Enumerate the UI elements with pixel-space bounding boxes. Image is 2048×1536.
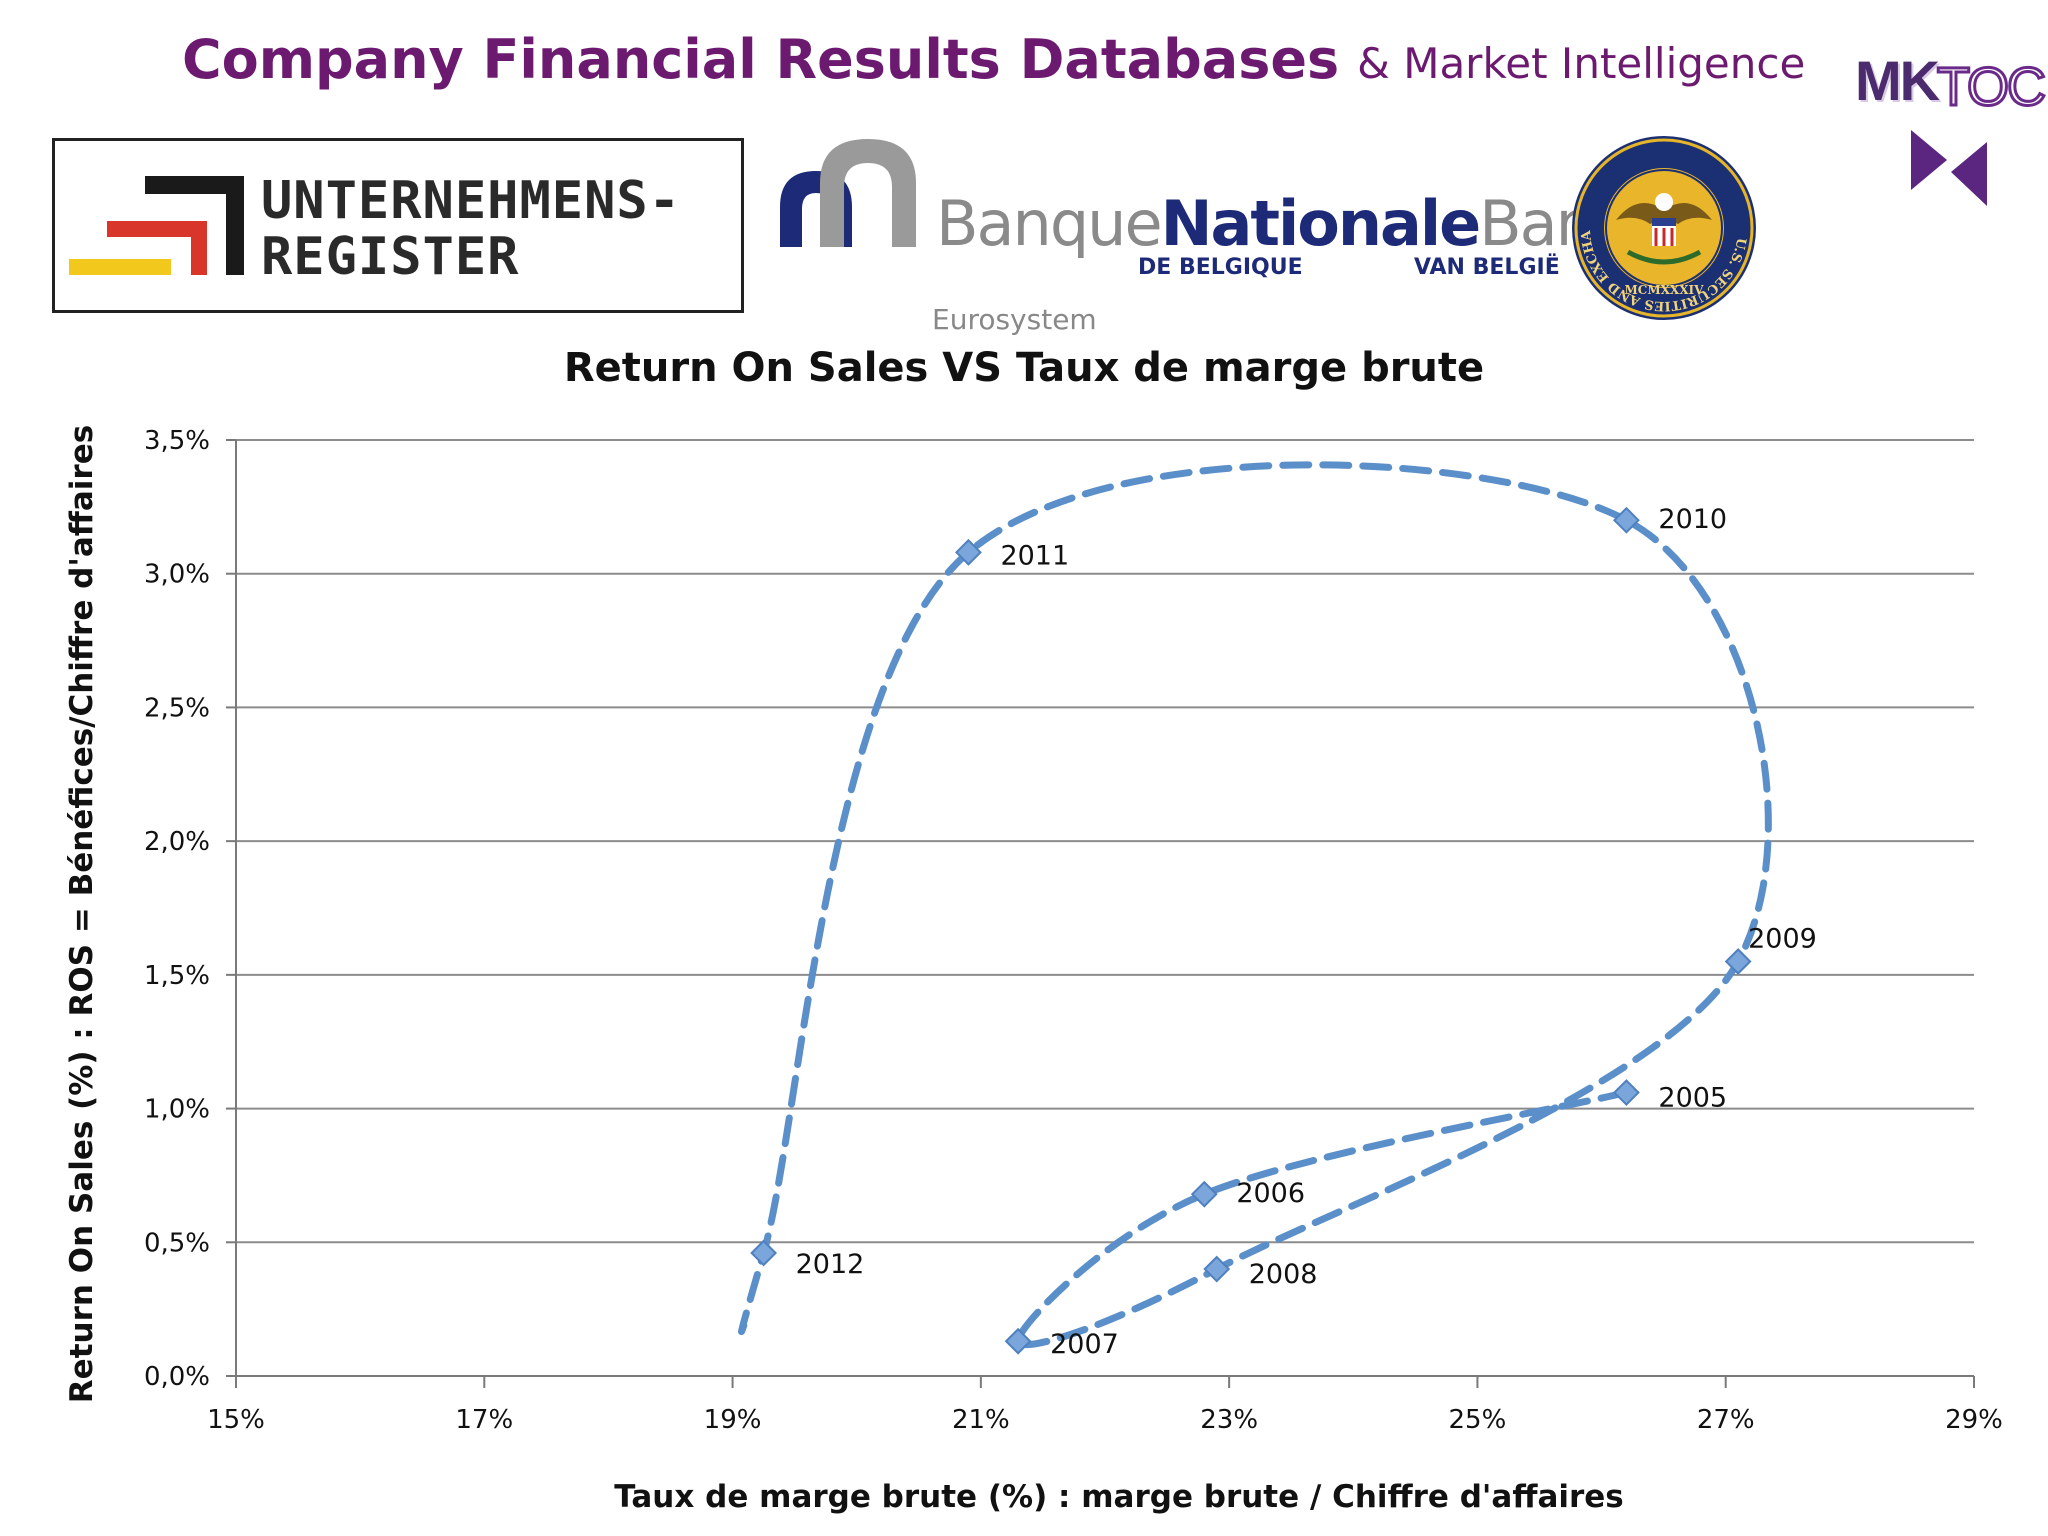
page-header: Company Financial Results Databases & Ma… [182,28,1805,108]
x-tick-label: 19% [704,1405,762,1435]
data-point-marker [1724,948,1752,975]
data-point-marker [1190,1180,1218,1208]
data-point-label: 2011 [1000,540,1069,571]
unternehmensregister-logo: UNTERNEHMENS- REGISTER [52,138,744,313]
y-axis-label: Return On Sales (%) : ROS = Bénéfices/Ch… [64,425,100,1403]
data-point-marker [1004,1327,1032,1355]
unternehmensregister-wordmark: UNTERNEHMENS- REGISTER [261,173,681,285]
register-emblem-icon [69,176,244,275]
data-point-label: 2006 [1236,1178,1305,1209]
mktoc-logo: MK TOC [1855,48,2048,218]
chart-series [737,461,1772,1349]
x-tick-label: 21% [952,1405,1010,1435]
unternehmensregister-line1: UNTERNEHMENS- [261,171,681,231]
chart-title: Return On Sales VS Taux de marge brute [563,345,1485,391]
chart-axes: 0,0% 0,5% 1,0% 1,5% 2,0% 2,5% 3,0% 3,5% 15% 17% 19… [144,426,2003,1435]
data-point-label: 2007 [1050,1329,1119,1360]
data-point-label: 2012 [796,1249,865,1280]
x-tick-label: 23% [1200,1405,1258,1435]
unternehmensregister-line2: REGISTER [261,227,520,287]
bnb-eurosystem: Eurosystem [932,303,1097,336]
data-point-marker [1612,1079,1640,1106]
data-point-marker [750,1239,778,1267]
mktoc-logo-mk: MK [1855,49,1940,112]
data-point-marker [1612,506,1640,534]
y-tick-label: 0,0% [144,1362,210,1392]
bnb-de-belgique: DE BELGIQUE [1138,255,1303,280]
chart-grid [236,439,1974,1377]
bowtie-icon [1911,130,1987,206]
bnb-emblem-icon [780,139,916,247]
bnb-van-belgie: VAN BELGIË [1414,255,1560,280]
x-tick-label: 25% [1449,1405,1507,1435]
y-tick-label: 2,5% [144,693,210,723]
y-tick-label: 3,0% [144,560,210,590]
y-tick-label: 3,5% [144,426,210,456]
data-point-marker [955,538,982,566]
sec-seal-logo: U.S. SECURITIES AND EXCHANGE COMMISSION … [1561,121,1760,324]
bnb-word-banque: Banque [936,187,1163,260]
x-tick-label: 17% [455,1405,513,1435]
y-tick-label: 2,0% [144,827,210,857]
x-axis-label: Taux de marge brute (%) : marge brute / … [614,1479,1624,1515]
mktoc-logo-toc: TOC [1935,56,2047,119]
bnb-word-nationale: Nationale [1160,187,1481,260]
x-tick-label: 29% [1945,1405,2003,1435]
chart-point-labels: 2005 2006 2007 2008 2009 2010 2011 2012 [796,504,1817,1360]
series-line [737,461,1772,1349]
x-tick-label: 15% [207,1405,265,1435]
data-point-label: 2005 [1658,1083,1727,1114]
chart-markers [750,506,1752,1355]
y-tick-label: 0,5% [144,1228,210,1258]
data-point-label: 2009 [1748,923,1817,954]
header-title-sub: & Market Intelligence [1357,39,1806,88]
sec-seal-year: MCMXXXIV [1625,283,1705,297]
sec-seal-icon: U.S. SECURITIES AND EXCHANGE COMMISSION … [1561,121,1756,320]
data-point-marker [1203,1255,1231,1283]
header-title-main: Company Financial Results Databases [182,28,1340,91]
x-tick-label: 27% [1697,1405,1755,1435]
data-point-label: 2008 [1249,1259,1318,1290]
y-tick-label: 1,5% [144,961,210,991]
data-point-label: 2010 [1658,504,1727,535]
y-tick-label: 1,0% [144,1095,210,1125]
